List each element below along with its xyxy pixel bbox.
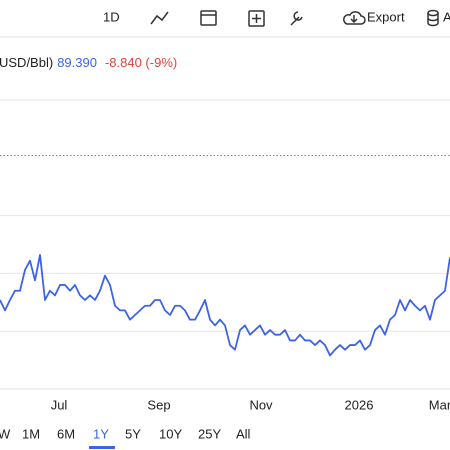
range-button[interactable]: 5Y xyxy=(125,426,141,441)
range-button[interactable]: W xyxy=(0,426,11,441)
range-button[interactable]: 1Y xyxy=(93,426,109,441)
chart-type-icon[interactable] xyxy=(150,11,169,25)
legend-change: -8.840 (-9%) xyxy=(105,55,177,70)
legend: USD/Bbl) 89.390 -8.840 (-9%) xyxy=(0,55,177,70)
tools-icon[interactable] xyxy=(290,11,303,26)
range-button[interactable]: All xyxy=(236,426,251,441)
export-icon[interactable] xyxy=(343,11,366,25)
export-button[interactable]: Export xyxy=(367,9,405,24)
range-selected-underline xyxy=(89,446,115,449)
legend-unit: USD/Bbl) xyxy=(0,55,53,70)
interval-button[interactable]: 1D xyxy=(103,9,120,24)
range-bar: W 1M 6M 1Y 5Y 10Y 25Y All xyxy=(0,426,251,449)
range-button[interactable]: 6M xyxy=(57,426,75,441)
x-tick-label: Mar xyxy=(429,397,450,412)
toolbar: 1D Export A xyxy=(0,9,450,38)
range-button[interactable]: 10Y xyxy=(159,426,182,441)
range-button[interactable]: 25Y xyxy=(198,426,221,441)
add-icon[interactable] xyxy=(248,10,265,27)
price-line xyxy=(0,254,450,357)
x-tick-label: 2026 xyxy=(345,397,374,412)
legend-price: 89.390 xyxy=(57,55,97,70)
calendar-icon[interactable] xyxy=(200,10,217,26)
toolbar-item[interactable]: A xyxy=(443,9,450,24)
plot: Jul Sep Nov 2026 Mar xyxy=(0,99,450,412)
range-button[interactable]: 1M xyxy=(22,426,40,441)
x-tick-label: Sep xyxy=(147,397,170,412)
x-tick-label: Jul xyxy=(51,397,68,412)
x-tick-label: Nov xyxy=(249,397,273,412)
data-icon[interactable] xyxy=(427,9,439,27)
